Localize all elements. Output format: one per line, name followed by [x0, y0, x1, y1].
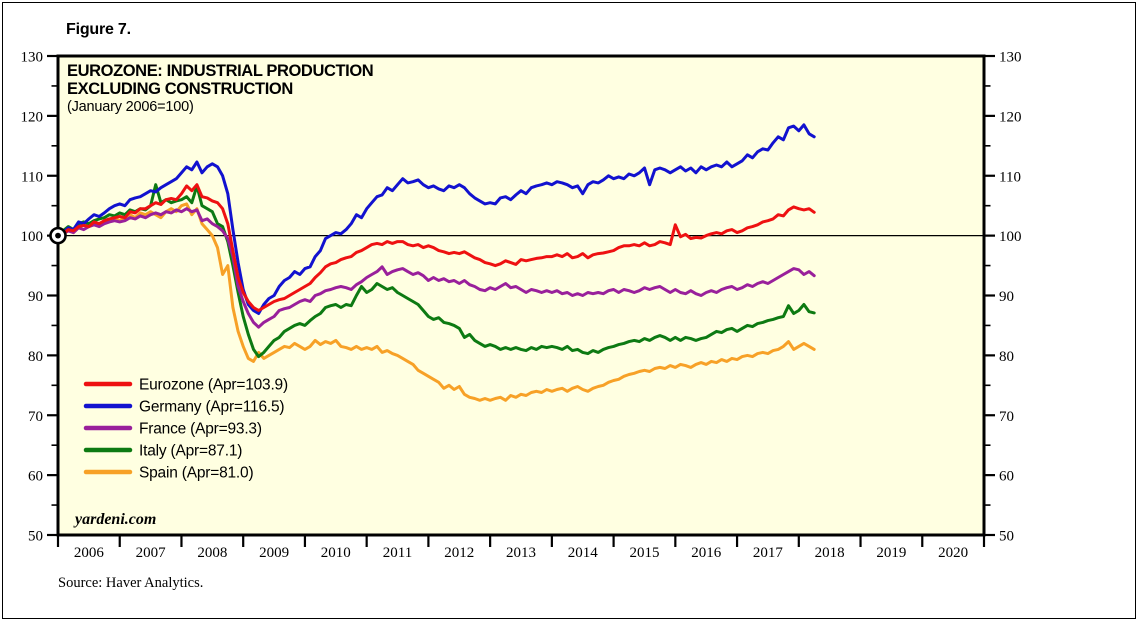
- y-tick-label-left: 120: [21, 109, 44, 125]
- y-tick-label-right: 50: [999, 529, 1014, 545]
- series-line-germany: [56, 123, 816, 315]
- legend-label-spain: Spain (Apr=81.0): [139, 465, 253, 482]
- y-tick-label-right: 80: [999, 349, 1014, 365]
- legend: Eurozone (Apr=103.9) Germany (Apr=116.5) F…: [83, 377, 288, 482]
- y-tick-label-right: 90: [999, 289, 1014, 305]
- x-year-label: 2019: [876, 545, 906, 561]
- legend-label-eurozone: Eurozone (Apr=103.9): [139, 377, 288, 394]
- series-line-eurozone: [56, 183, 816, 312]
- legend-item-italy: Italy (Apr=87.1): [83, 443, 242, 460]
- series-lines: [56, 123, 816, 402]
- plot-background: [58, 56, 984, 535]
- x-year-label: 2011: [383, 545, 412, 561]
- x-year-label: 2007: [136, 545, 167, 561]
- legend-item-spain: Spain (Apr=81.0): [83, 465, 254, 482]
- chart-title-line1: EUROZONE: INDUSTRIAL PRODUCTION: [67, 62, 373, 80]
- legend-item-eurozone: Eurozone (Apr=103.9): [83, 377, 288, 394]
- y-tick-label-left: 110: [21, 169, 43, 185]
- legend-label-germany: Germany (Apr=116.5): [139, 399, 284, 416]
- x-year-label: 2006: [74, 545, 105, 561]
- x-year-label: 2018: [815, 545, 845, 561]
- series-line-spain: [56, 202, 816, 402]
- origin-bullseye-dot: [55, 232, 61, 239]
- chart-title-line2: EXCLUDING CONSTRUCTION: [67, 80, 293, 98]
- x-year-label: 2020: [938, 545, 968, 561]
- legend-item-france: France (Apr=93.3): [83, 421, 262, 438]
- y-tick-label-right: 110: [999, 169, 1021, 185]
- x-year-label: 2014: [568, 545, 599, 561]
- x-year-label: 2012: [444, 545, 474, 561]
- x-axis-ticks: 2006 2007 2008 2009 2010 2011 2012 2013 2014 2015…: [56, 535, 986, 561]
- x-year-label: 2009: [259, 545, 289, 561]
- x-year-label: 2017: [753, 545, 784, 561]
- x-year-label: 2010: [321, 545, 351, 561]
- y-axis-ticks: 50 50 60 60 70 70 80 80 90 90 100 100 110 110 120 120 13…: [21, 50, 1022, 545]
- y-tick-label-right: 120: [999, 109, 1022, 125]
- industrial-production-chart: Figure 7. 50 50 60 60 70 70 80 80 90 90 100 100 110 1…: [21, 21, 1022, 591]
- x-year-label: 2015: [629, 545, 659, 561]
- y-tick-label-left: 60: [28, 469, 43, 485]
- y-tick-label-right: 60: [999, 469, 1014, 485]
- y-tick-label-left: 50: [28, 529, 43, 545]
- x-year-label: 2008: [197, 545, 227, 561]
- y-tick-label-left: 70: [28, 409, 43, 425]
- series-line-italy: [56, 183, 816, 359]
- source-note: Source: Haver Analytics.: [58, 575, 203, 591]
- x-year-label: 2016: [691, 545, 722, 561]
- watermark: yardeni.com: [73, 511, 156, 528]
- y-tick-label-right: 100: [999, 229, 1022, 245]
- y-tick-label-left: 130: [21, 50, 44, 66]
- legend-item-germany: Germany (Apr=116.5): [83, 399, 285, 416]
- y-tick-label-right: 130: [999, 50, 1022, 66]
- series-line-france: [56, 207, 816, 329]
- y-tick-label-left: 80: [28, 349, 43, 365]
- legend-label-france: France (Apr=93.3): [139, 421, 262, 438]
- y-tick-label-right: 70: [999, 409, 1014, 425]
- figure-label: Figure 7.: [66, 21, 131, 38]
- y-tick-label-left: 100: [21, 229, 44, 245]
- y-tick-label-left: 90: [28, 289, 43, 305]
- legend-label-italy: Italy (Apr=87.1): [139, 443, 242, 460]
- x-year-label: 2013: [506, 545, 536, 561]
- chart-subtitle: (January 2006=100): [67, 99, 194, 115]
